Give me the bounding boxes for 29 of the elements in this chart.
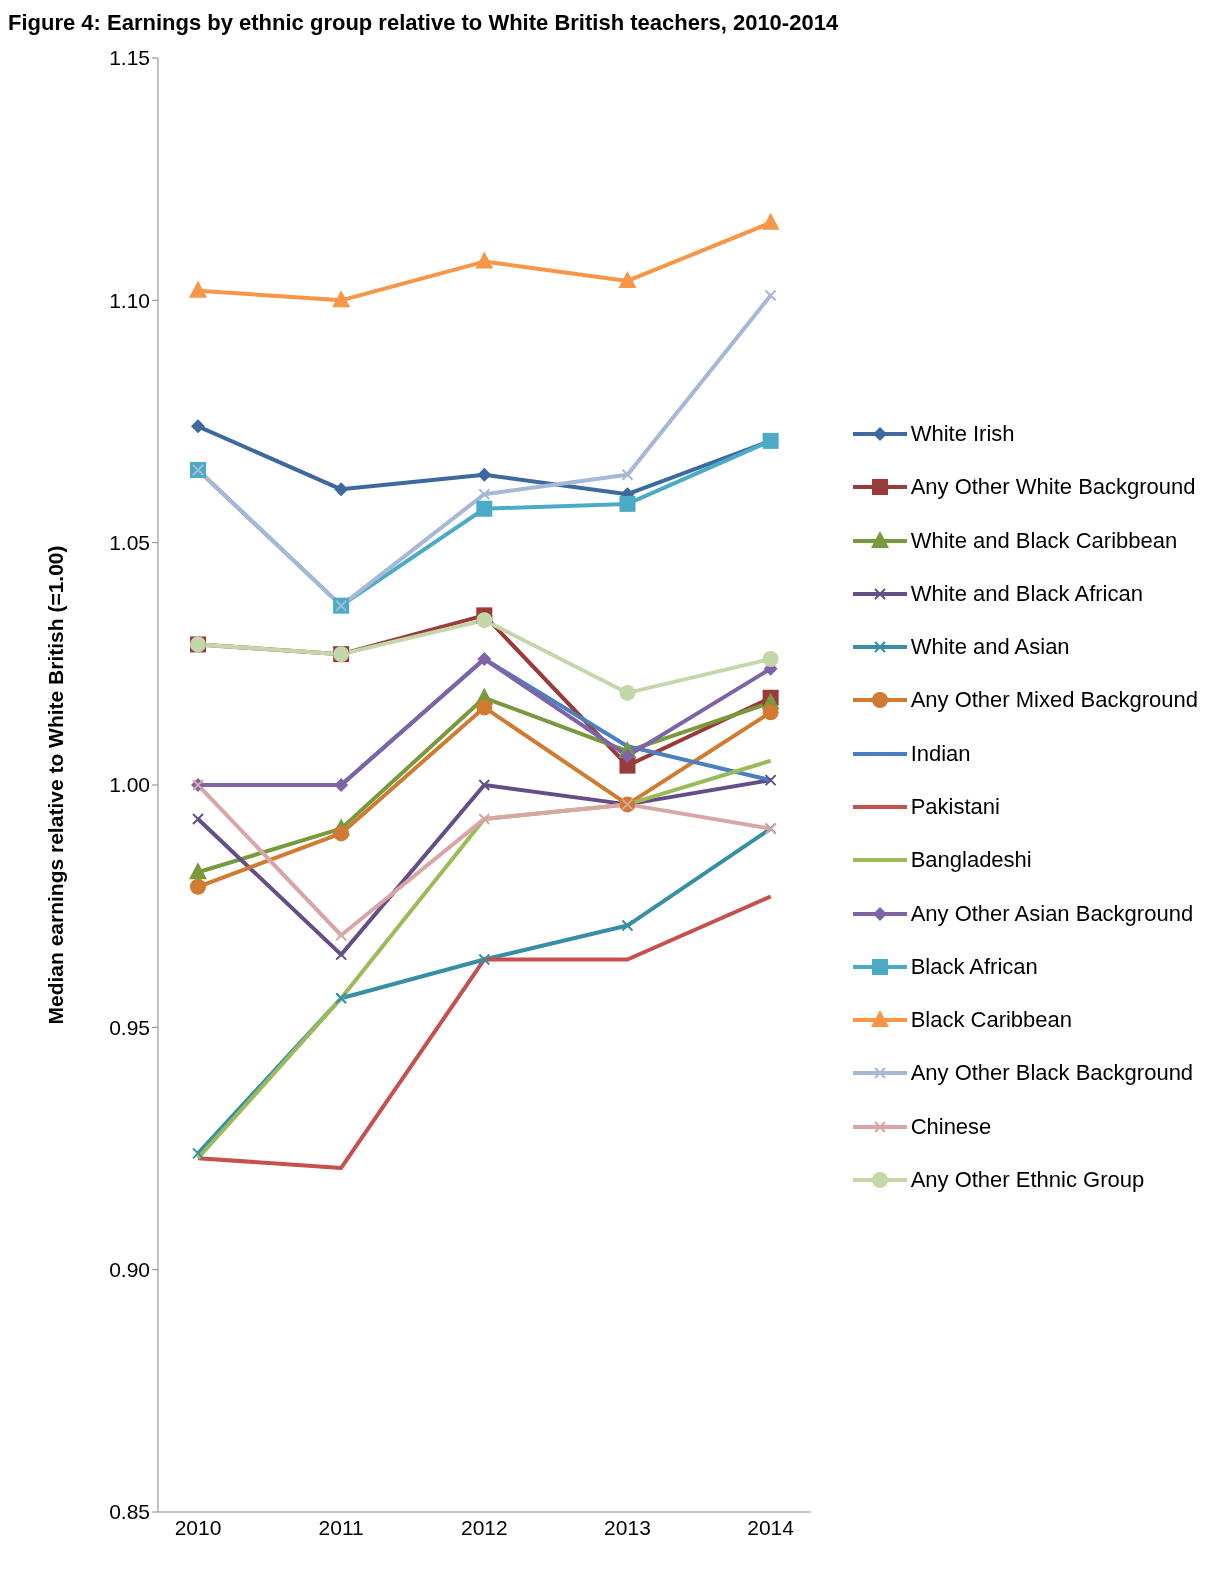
legend-label: Indian xyxy=(910,740,971,767)
x-tick-label: 2011 xyxy=(318,1515,364,1539)
legend-label: Any Other White Background xyxy=(910,474,1196,501)
legend-label: Black Caribbean xyxy=(910,1007,1073,1034)
legend-label: Pakistani xyxy=(910,793,1000,820)
x-tick-label: 2010 xyxy=(174,1515,222,1539)
legend-label: Chinese xyxy=(910,1113,992,1140)
y-tick-label: 0.95 xyxy=(109,1015,150,1039)
legend-label: White Irish xyxy=(910,420,1015,447)
legend-label: Any Other Asian Background xyxy=(910,900,1194,927)
x-tick-label: 2014 xyxy=(747,1515,795,1539)
legend-label: Any Other Mixed Background xyxy=(910,687,1198,714)
x-tick-label: 2013 xyxy=(604,1515,651,1539)
x-tick-label: 2012 xyxy=(460,1515,508,1539)
y-tick-label: 1.05 xyxy=(109,531,150,555)
y-tick-label: 1.00 xyxy=(109,773,150,797)
legend-label: Any Other Ethnic Group xyxy=(910,1167,1145,1194)
legend-label: Any Other Black Background xyxy=(910,1060,1194,1087)
legend-label: Bangladeshi xyxy=(910,847,1032,874)
legend-label: Black African xyxy=(910,953,1038,980)
y-tick-label: 0.85 xyxy=(109,1500,150,1524)
y-tick-label: 1.10 xyxy=(109,288,150,312)
y-tick-label: 1.15 xyxy=(109,46,150,70)
legend-label: White and Black African xyxy=(910,580,1143,607)
chart-title: Figure 4: Earnings by ethnic group relative to White British teachers, 2010-2014 xyxy=(8,9,840,37)
legend-label: White and Asian xyxy=(910,634,1070,661)
legend-label: White and Black Caribbean xyxy=(910,527,1178,554)
y-axis-title: Median earnings relative to White British (=1.00) xyxy=(44,545,68,1025)
y-tick-label: 0.90 xyxy=(109,1258,150,1282)
